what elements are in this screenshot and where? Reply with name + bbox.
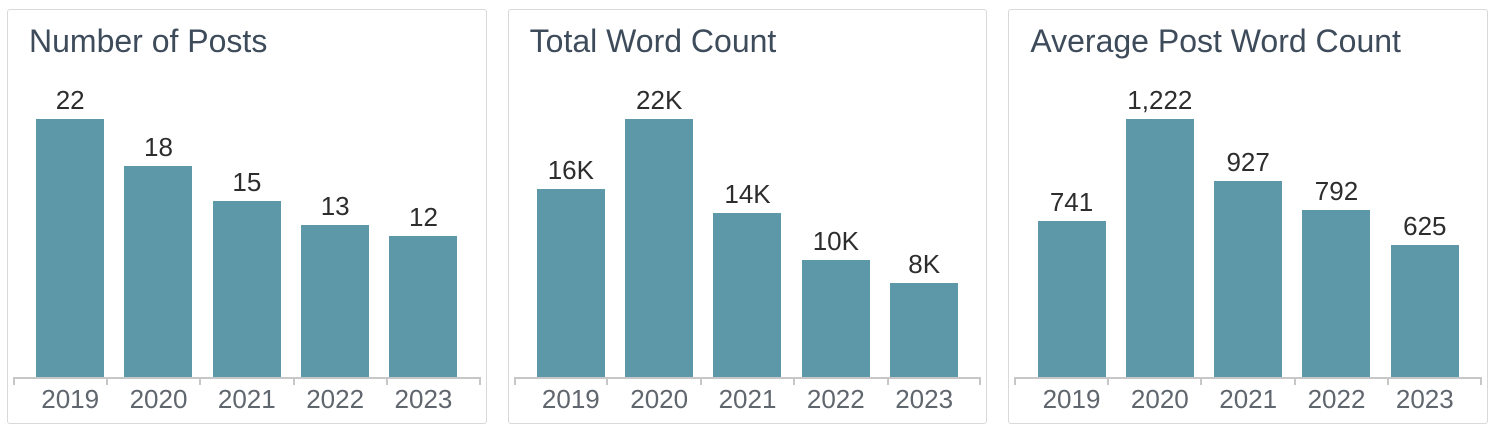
x-tick-label-2023: 2023 [394, 384, 453, 414]
bar-2019[interactable] [1037, 221, 1106, 377]
bar-2019[interactable] [536, 189, 605, 377]
bar-2021[interactable] [212, 201, 281, 377]
bar-2022[interactable] [301, 225, 370, 377]
axis-tick [199, 379, 202, 385]
bar-value-label: 16K [547, 155, 594, 185]
bar-plot: 16K 22K 14K 10K 8K [513, 83, 982, 415]
axis-tick [1480, 379, 1483, 385]
chart-title: Number of Posts [29, 23, 268, 59]
bar-2019[interactable] [36, 119, 105, 377]
axis-tick [1014, 379, 1017, 385]
bar-value-label: 741 [1049, 187, 1094, 217]
axis-tick [606, 379, 609, 385]
bar-2023[interactable] [389, 236, 458, 377]
bar-group-2022: 792 [1292, 83, 1380, 377]
bars-row: 16K 22K 14K 10K 8K [514, 83, 982, 377]
bar-plot: 741 1,222 927 792 625 [1014, 83, 1483, 415]
x-tick-label-2022: 2022 [806, 384, 865, 414]
axis-tick [1387, 379, 1390, 385]
bars-row: 22 18 15 13 12 [13, 83, 481, 377]
axis-tick [1200, 379, 1203, 385]
bar-2021[interactable] [713, 213, 782, 377]
bar-group-2021: 14K [703, 83, 791, 377]
bar-value-label: 15 [232, 167, 262, 197]
bar-group-2020: 22K [615, 83, 703, 377]
bar-value-label: 1,222 [1127, 85, 1193, 115]
x-axis-labels: 2019 2020 2021 2022 2023 [13, 383, 481, 415]
x-tick-label-2020: 2020 [630, 384, 689, 414]
bar-group-2019: 741 [1027, 83, 1115, 377]
axis-tick [386, 379, 389, 385]
x-tick-label-2022: 2022 [306, 384, 365, 414]
bar-group-2022: 10K [792, 83, 880, 377]
bars-row: 741 1,222 927 792 625 [1014, 83, 1482, 377]
chart-title: Total Word Count [529, 23, 777, 59]
bar-group-2019: 16K [527, 83, 615, 377]
axis-tick [1106, 379, 1109, 385]
axis-tick [513, 379, 516, 385]
x-tick-label-2023: 2023 [1395, 384, 1454, 414]
x-tick-label-2020: 2020 [1130, 384, 1189, 414]
x-axis-labels: 2019 2020 2021 2022 2023 [514, 383, 982, 415]
x-tick-label-2019: 2019 [1042, 384, 1101, 414]
bar-group-2023: 12 [379, 83, 467, 377]
x-tick-label-2020: 2020 [129, 384, 188, 414]
bar-2023[interactable] [1390, 245, 1459, 377]
axis-tick [1293, 379, 1296, 385]
bar-value-label: 13 [320, 191, 350, 221]
bar-value-label: 10K [812, 226, 859, 256]
bar-value-label: 792 [1314, 176, 1359, 206]
x-tick-label-2019: 2019 [541, 384, 600, 414]
bar-value-label: 8K [908, 249, 941, 279]
chart-card-number-of-posts: Number of Posts 22 18 15 13 [7, 9, 487, 424]
x-tick-label-2021: 2021 [718, 384, 777, 414]
bar-group-2023: 8K [880, 83, 968, 377]
bar-value-label: 12 [409, 202, 438, 232]
bar-group-2021: 927 [1204, 83, 1292, 377]
bar-value-label: 14K [724, 179, 771, 209]
axis-tick [292, 379, 295, 385]
bar-plot: 22 18 15 13 12 [13, 83, 481, 415]
bar-2022[interactable] [801, 260, 870, 377]
bar-2020[interactable] [625, 119, 694, 377]
chart-card-average-post-word-count: Average Post Word Count 741 1,222 927 79… [1008, 9, 1489, 424]
axis-tick [105, 379, 108, 385]
x-tick-label-2019: 2019 [41, 384, 100, 414]
bar-2022[interactable] [1302, 210, 1371, 377]
axis-tick [979, 379, 982, 385]
axis-tick [478, 379, 481, 385]
bar-group-2023: 625 [1381, 83, 1469, 377]
x-tick-label-2023: 2023 [895, 384, 954, 414]
bar-group-2019: 22 [26, 83, 114, 377]
bar-2021[interactable] [1214, 181, 1283, 377]
bar-value-label: 927 [1226, 147, 1270, 177]
axis-tick [699, 379, 702, 385]
bar-group-2022: 13 [291, 83, 379, 377]
axis-tick [793, 379, 796, 385]
x-tick-label-2021: 2021 [1219, 384, 1278, 414]
bar-value-label: 22 [55, 85, 85, 115]
bar-group-2021: 15 [203, 83, 291, 377]
x-tick-label-2022: 2022 [1307, 384, 1366, 414]
x-axis-line [13, 377, 481, 385]
x-axis-line [1014, 377, 1483, 385]
x-axis-line [513, 377, 982, 385]
bar-group-2020: 1,222 [1116, 83, 1204, 377]
bar-group-2020: 18 [114, 83, 202, 377]
x-tick-label-2021: 2021 [217, 384, 276, 414]
bar-value-label: 22K [636, 85, 683, 115]
axis-tick [13, 379, 15, 385]
bar-value-label: 18 [144, 132, 173, 162]
bar-2023[interactable] [890, 283, 959, 377]
x-axis-labels: 2019 2020 2021 2022 2023 [1014, 383, 1482, 415]
bar-value-label: 625 [1403, 211, 1447, 241]
chart-title: Average Post Word Count [1030, 23, 1401, 59]
bar-2020[interactable] [1125, 119, 1194, 377]
axis-tick [886, 379, 889, 385]
bar-2020[interactable] [124, 166, 193, 377]
chart-card-total-word-count: Total Word Count 16K 22K 14K 10K [507, 9, 988, 424]
